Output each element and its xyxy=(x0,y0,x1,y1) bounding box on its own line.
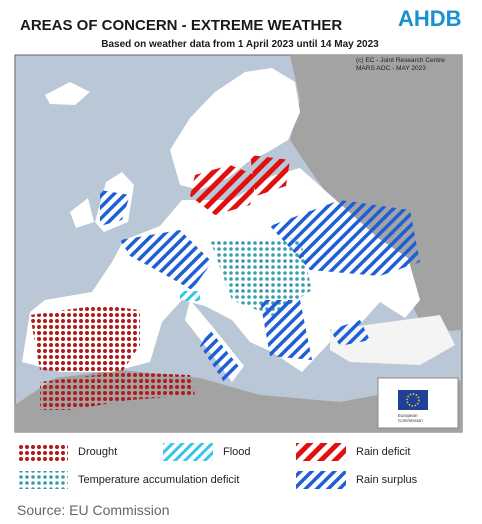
rain-surplus-area xyxy=(260,300,312,360)
legend-swatch xyxy=(18,471,68,489)
map: (c) EC - Joint Research Centre MARS AOC … xyxy=(14,54,463,433)
legend-label: Flood xyxy=(223,446,251,458)
legend-label: Rain deficit xyxy=(356,446,410,458)
legend-label: Temperature accumulation deficit xyxy=(78,474,239,486)
rain-deficit-area xyxy=(190,165,258,215)
iceland xyxy=(45,82,90,105)
rain-surplus-area xyxy=(100,190,130,226)
legend-label: Rain surplus xyxy=(356,474,418,486)
map-credit: (c) EC - Joint Research Centre xyxy=(356,57,445,64)
title: AREAS OF CONCERN - EXTREME WEATHER xyxy=(20,17,342,34)
legend-label: Drought xyxy=(78,446,117,458)
drought-area xyxy=(40,372,195,410)
subtitle: Based on weather data from 1 April 2023 … xyxy=(101,39,379,50)
eu-logo-text: Commission xyxy=(398,418,423,423)
ireland xyxy=(70,198,94,228)
legend-swatch xyxy=(296,443,346,461)
rain-surplus-area xyxy=(330,320,370,346)
scandinavia xyxy=(170,68,300,190)
legend-swatch xyxy=(163,443,213,461)
land-east xyxy=(290,55,462,332)
eu-logo-text: European xyxy=(398,413,418,418)
eu-stars xyxy=(406,393,420,407)
flood-area xyxy=(180,291,200,301)
source: Source: EU Commission xyxy=(17,502,170,518)
rain-surplus-area xyxy=(200,330,240,385)
rain-surplus-area xyxy=(270,200,420,276)
temperature-deficit-area xyxy=(210,238,312,316)
map-credit: MARS AOC - MAY 2023 xyxy=(356,65,426,72)
rain-deficit-area xyxy=(250,155,290,196)
logo: AHDB xyxy=(398,6,462,31)
drought-area xyxy=(30,305,140,375)
legend-swatch xyxy=(296,471,346,489)
legend-swatch xyxy=(18,443,68,461)
rain-surplus-area xyxy=(120,230,212,290)
legend: Drought Flood Rain deficit Temperature a… xyxy=(18,443,418,489)
eu-flag xyxy=(398,390,428,410)
